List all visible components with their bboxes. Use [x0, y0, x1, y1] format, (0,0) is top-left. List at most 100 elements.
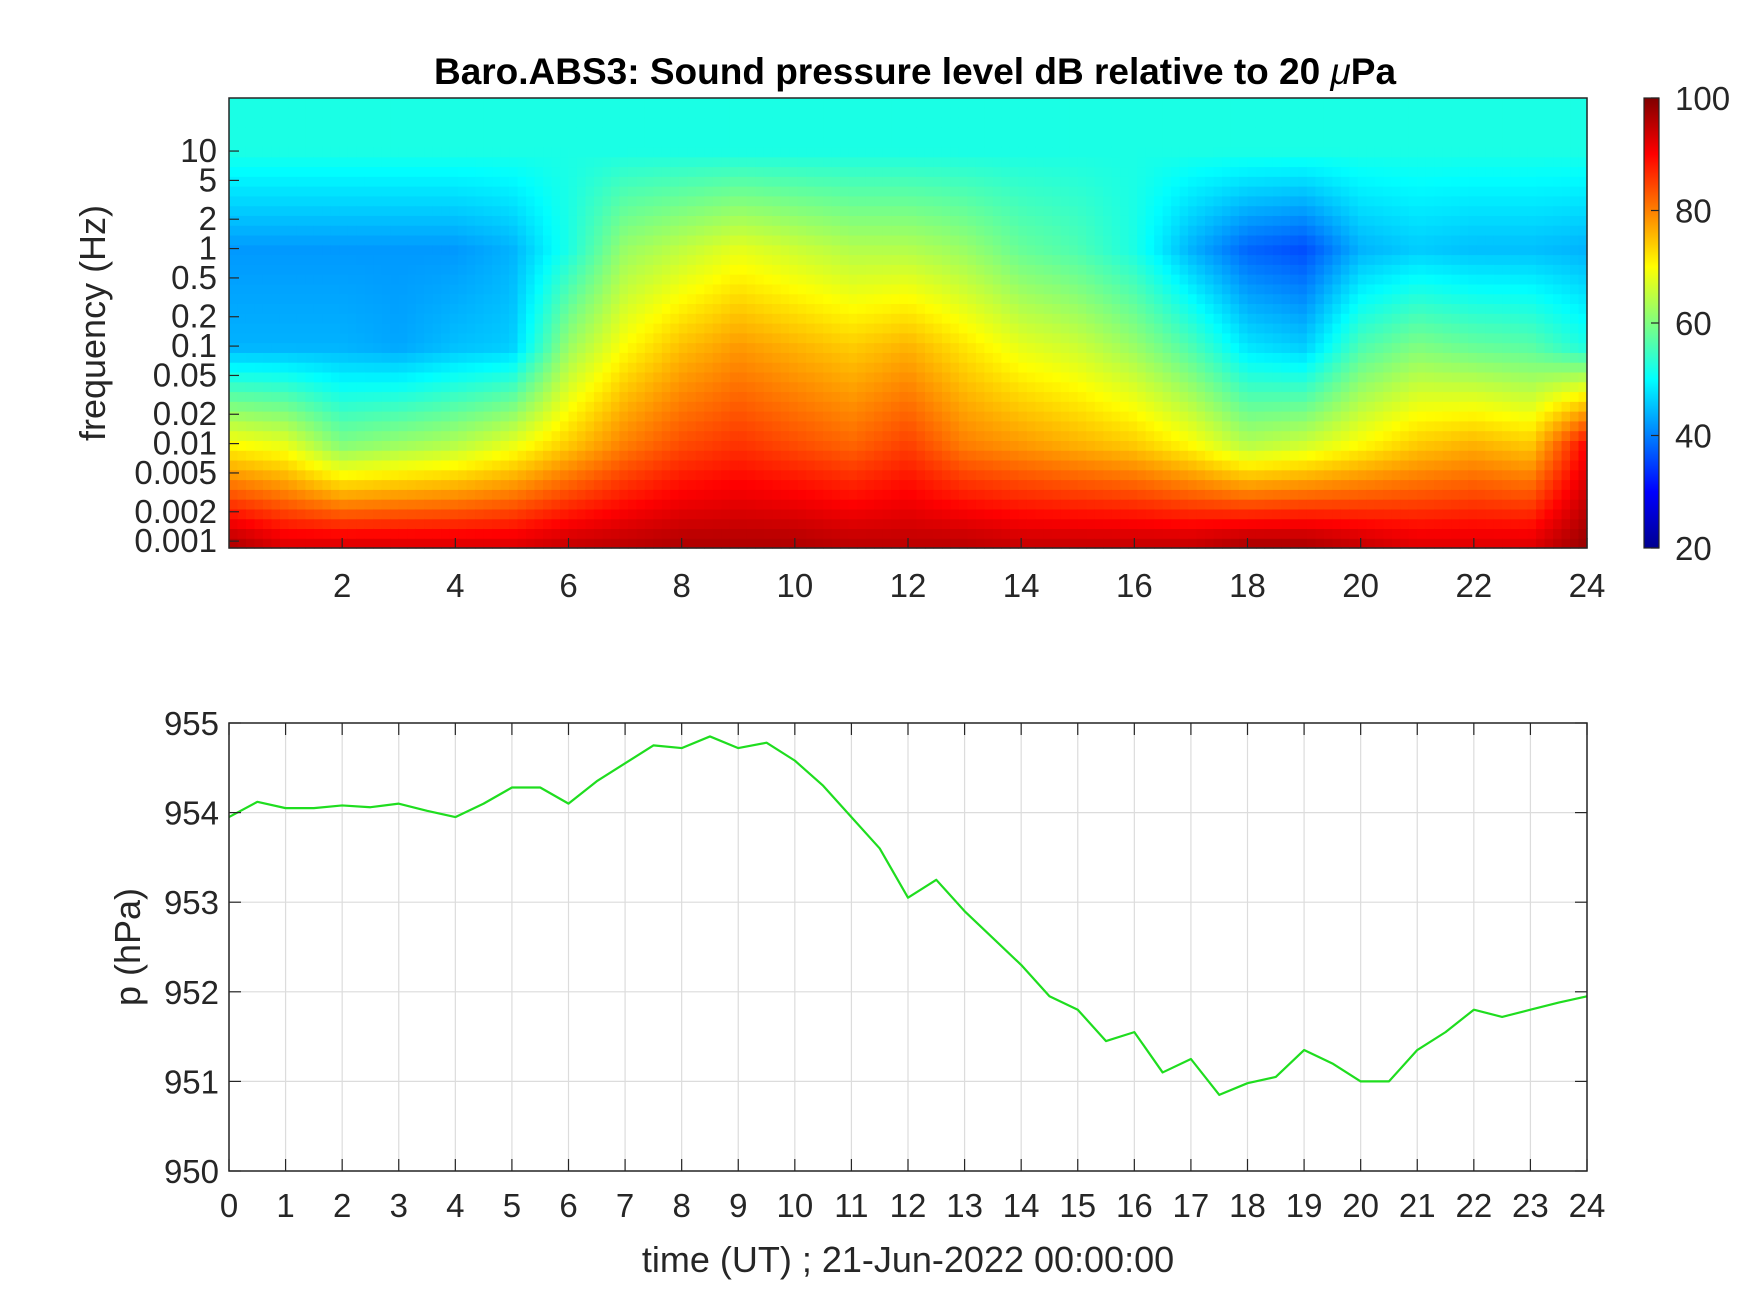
spectrogram-cell	[1001, 107, 1011, 119]
spectrogram-cell	[738, 146, 748, 158]
spectrogram-cell	[1009, 332, 1019, 344]
spectrogram-cell	[1137, 166, 1147, 177]
spectrogram-cell	[500, 264, 510, 275]
spectrogram-cell	[712, 362, 722, 373]
spectrogram-cell	[330, 420, 340, 432]
spectrogram-cell	[806, 244, 816, 256]
spectrogram-cell	[814, 459, 824, 471]
spectrogram-cell	[229, 469, 239, 481]
spectrogram-cell	[500, 127, 510, 138]
spectrogram-cell	[857, 391, 867, 402]
spectrogram-cell	[466, 459, 476, 471]
spectrogram-cell	[526, 440, 536, 451]
spectrogram-cell	[356, 479, 366, 490]
spectrogram-cell	[763, 440, 773, 451]
spectrogram-cell	[1094, 146, 1104, 158]
spectrogram-cell	[721, 293, 731, 305]
spectrogram-cell	[636, 528, 646, 539]
spectrogram-cell	[797, 225, 807, 236]
spectrogram-cell	[678, 420, 688, 432]
spectrogram-cell	[975, 342, 985, 353]
spectrogram-cell	[1043, 371, 1053, 383]
spectrogram-cell	[891, 215, 901, 226]
spectrogram-cell	[1069, 166, 1079, 177]
spectrogram-cell	[373, 244, 383, 256]
spectrogram-cell	[1035, 127, 1045, 138]
spectrogram-cell	[517, 489, 527, 500]
spectrogram-cell	[466, 479, 476, 490]
spectrogram-cell	[245, 323, 256, 334]
spectrogram-cell	[644, 430, 654, 441]
spectrogram-cell	[661, 127, 671, 138]
spectrogram-cell	[1026, 381, 1036, 393]
spectrogram-cell	[627, 499, 637, 510]
spectrogram-cell	[933, 381, 943, 393]
spectrogram-cell	[721, 205, 731, 216]
spectrogram-cell	[458, 166, 468, 177]
spectrogram-cell	[509, 117, 519, 128]
spectrogram-cell	[526, 342, 536, 353]
spectrogram-cell	[661, 459, 671, 471]
spectrogram-cell	[941, 186, 952, 197]
spectrogram-cell	[772, 117, 782, 128]
spectrogram-cell	[695, 205, 705, 216]
spectrogram-cell	[661, 538, 671, 549]
spectrogram-cell	[517, 166, 527, 177]
spectrogram-cell	[755, 499, 765, 510]
spectrogram-cell	[245, 538, 256, 549]
spectrogram-cell	[551, 166, 561, 177]
spectrogram-cell	[619, 137, 629, 148]
spectrogram-cell	[823, 283, 833, 295]
spectrogram-cell	[322, 234, 332, 246]
spectrogram-cell	[653, 283, 663, 295]
spectrogram-cell	[271, 401, 281, 412]
spectrogram-cell	[992, 391, 1002, 402]
spectrogram-cell	[347, 283, 357, 295]
spectrogram-cell	[695, 371, 705, 383]
spectrogram-cell	[262, 391, 273, 402]
spectrogram-cell	[483, 156, 493, 168]
spectrogram-cell	[245, 215, 256, 226]
spectrogram-cell	[823, 274, 833, 285]
spectrogram-cell	[958, 244, 969, 256]
spectrogram-cell	[296, 283, 306, 295]
spectrogram-cell	[721, 489, 731, 500]
spectrogram-cell	[483, 303, 493, 314]
spectrogram-cell	[347, 117, 357, 128]
spectrogram-cell	[1060, 274, 1070, 285]
spectrogram-cell	[500, 420, 510, 432]
spectrogram-cell	[347, 489, 357, 500]
spectrogram-cell	[237, 303, 247, 314]
spectrogram-cell	[576, 469, 587, 481]
spectrogram-cell	[313, 195, 323, 207]
spectrogram-cell	[610, 489, 621, 500]
spectrogram-cell	[823, 489, 833, 500]
spectrogram-cell	[619, 362, 629, 373]
spectrogram-cell	[449, 528, 459, 539]
spectrogram-cell	[653, 293, 663, 305]
spectrogram-cell	[1069, 293, 1079, 305]
spectrogram-cell	[602, 499, 612, 510]
spectrogram-cell	[1060, 146, 1070, 158]
spectrogram-cell	[1103, 362, 1113, 373]
spectrogram-cell	[288, 528, 298, 539]
spectrogram-cell	[593, 293, 604, 305]
spectrogram-cell	[950, 420, 960, 432]
spectrogram-cell	[763, 283, 773, 295]
spectrogram-cell	[1103, 401, 1113, 412]
spectrogram-cell	[254, 381, 264, 393]
spectrogram-cell	[984, 538, 994, 549]
spectrogram-cell	[398, 450, 408, 461]
spectrogram-cell	[763, 127, 773, 138]
spectrogram-cell	[500, 283, 510, 295]
spectrogram-cell	[237, 264, 247, 275]
spectrogram-cell	[593, 186, 604, 197]
spectrogram-cell	[1077, 450, 1087, 461]
spectrogram-cell	[254, 117, 264, 128]
spectrogram-cell	[288, 274, 298, 285]
spectrogram-cell	[865, 352, 875, 363]
spectrogram-cell	[262, 342, 273, 353]
spectrogram-cell	[245, 283, 256, 295]
spectrogram-cell	[441, 391, 451, 402]
spectrogram-cell	[432, 127, 442, 138]
